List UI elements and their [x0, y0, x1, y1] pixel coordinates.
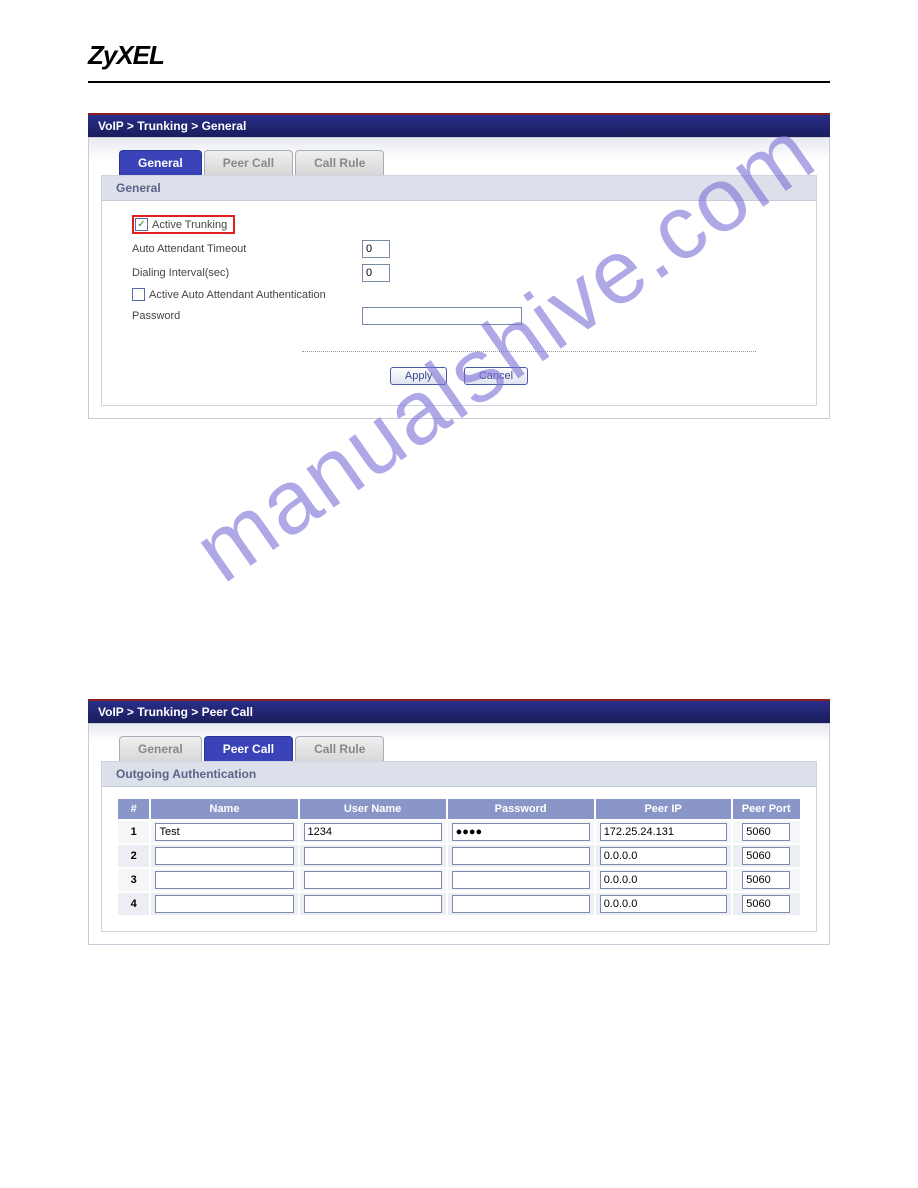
row-password: Password [132, 307, 786, 325]
tab-peer-call[interactable]: Peer Call [204, 736, 293, 761]
tab-general[interactable]: General [119, 736, 202, 761]
content-panel: General ✓ Active Trunking Auto Attendant… [101, 175, 817, 406]
peer-port-input[interactable] [742, 871, 790, 889]
col-header-ip: Peer IP [596, 799, 731, 819]
auth-label: Active Auto Attendant Authentication [149, 289, 326, 301]
username-input[interactable] [304, 871, 442, 889]
col-header-user: User Name [300, 799, 446, 819]
divider [302, 351, 756, 352]
tab-row: General Peer Call Call Rule [89, 138, 829, 175]
password-input[interactable] [452, 895, 590, 913]
peer-call-screenshot: VoIP > Trunking > Peer Call General Peer… [88, 699, 830, 945]
password-input[interactable] [362, 307, 522, 325]
checkbox-active-trunking[interactable]: ✓ [135, 218, 148, 231]
checkbox-auth[interactable] [132, 288, 145, 301]
tab-call-rule[interactable]: Call Rule [295, 150, 384, 175]
col-header-port: Peer Port [733, 799, 800, 819]
name-input[interactable] [155, 895, 293, 913]
tab-peer-call[interactable]: Peer Call [204, 150, 293, 175]
row-num: 2 [118, 845, 149, 867]
password-input[interactable] [452, 847, 590, 865]
auth-table: # Name User Name Password Peer IP Peer P… [116, 797, 802, 917]
panel-body: General Peer Call Call Rule General ✓ Ac… [88, 137, 830, 419]
name-input[interactable] [155, 871, 293, 889]
interval-input[interactable] [362, 264, 390, 282]
col-header-num: # [118, 799, 149, 819]
table-row: 2 [118, 845, 800, 867]
name-input[interactable] [155, 823, 293, 841]
peer-ip-input[interactable] [600, 895, 727, 913]
username-input[interactable] [304, 847, 442, 865]
row-active-trunking: ✓ Active Trunking [132, 215, 786, 234]
breadcrumb: VoIP > Trunking > General [88, 113, 830, 137]
row-interval: Dialing Interval(sec) [132, 264, 786, 282]
peer-ip-input[interactable] [600, 871, 727, 889]
panel-title: General [102, 176, 816, 201]
cancel-button[interactable]: Cancel [464, 367, 528, 385]
row-timeout: Auto Attendant Timeout [132, 240, 786, 258]
general-config-screenshot: VoIP > Trunking > General General Peer C… [88, 113, 830, 419]
peer-port-input[interactable] [742, 895, 790, 913]
peer-port-input[interactable] [742, 847, 790, 865]
tab-call-rule[interactable]: Call Rule [295, 736, 384, 761]
col-header-pass: Password [448, 799, 594, 819]
form-area: ✓ Active Trunking Auto Attendant Timeout… [102, 201, 816, 345]
password-input[interactable] [452, 871, 590, 889]
row-auth: Active Auto Attendant Authentication [132, 288, 786, 301]
interval-label: Dialing Interval(sec) [132, 267, 362, 279]
tab-general[interactable]: General [119, 150, 202, 175]
password-label: Password [132, 310, 362, 322]
row-num: 4 [118, 893, 149, 915]
col-header-name: Name [151, 799, 297, 819]
table-row: 4 [118, 893, 800, 915]
peer-ip-input[interactable] [600, 847, 727, 865]
peer-ip-input[interactable] [600, 823, 727, 841]
table-row: 1 [118, 821, 800, 843]
row-num: 3 [118, 869, 149, 891]
timeout-label: Auto Attendant Timeout [132, 243, 362, 255]
highlight-box: ✓ Active Trunking [132, 215, 235, 234]
logo: ZyXEL [88, 40, 830, 71]
peer-port-input[interactable] [742, 823, 790, 841]
panel-title: Outgoing Authentication [102, 762, 816, 787]
username-input[interactable] [304, 823, 442, 841]
panel-body: General Peer Call Call Rule Outgoing Aut… [88, 723, 830, 945]
name-input[interactable] [155, 847, 293, 865]
button-row: Apply Cancel [102, 366, 816, 385]
page-header: ZyXEL [88, 0, 830, 83]
table-row: 3 [118, 869, 800, 891]
tab-row: General Peer Call Call Rule [89, 724, 829, 761]
apply-button[interactable]: Apply [390, 367, 448, 385]
password-input[interactable] [452, 823, 590, 841]
row-num: 1 [118, 821, 149, 843]
active-trunking-label: Active Trunking [152, 219, 227, 231]
breadcrumb: VoIP > Trunking > Peer Call [88, 699, 830, 723]
username-input[interactable] [304, 895, 442, 913]
content-panel: Outgoing Authentication # Name User Name… [101, 761, 817, 932]
timeout-input[interactable] [362, 240, 390, 258]
